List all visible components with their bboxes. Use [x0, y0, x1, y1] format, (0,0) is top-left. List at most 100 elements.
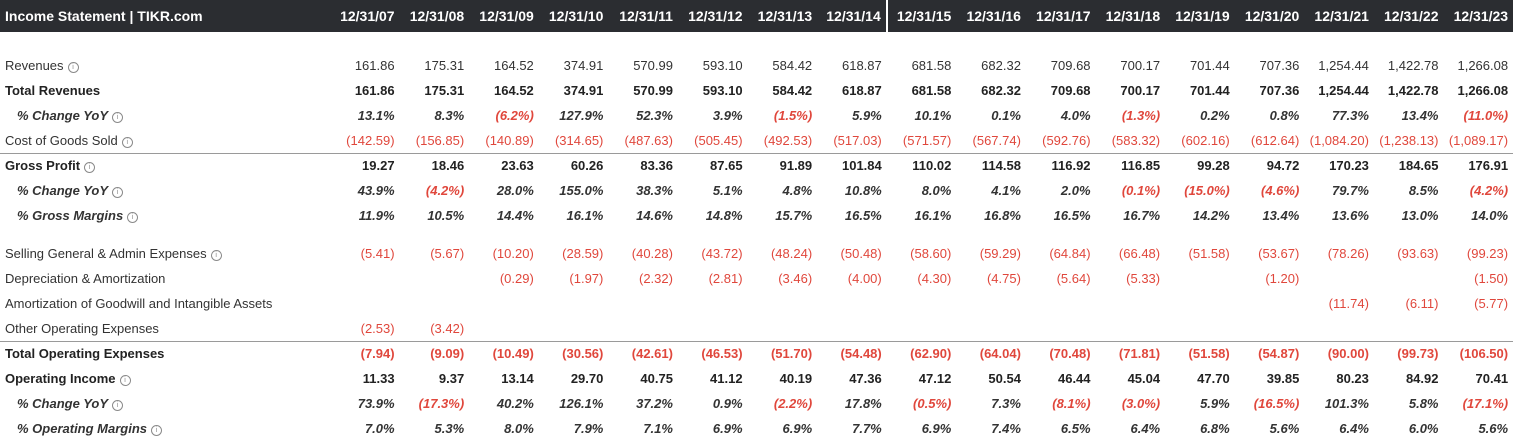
table-cell[interactable]: (602.16) [1181, 132, 1230, 148]
table-cell[interactable]: 6.5% [1060, 421, 1091, 436]
table-cell[interactable]: 41.12 [710, 371, 743, 386]
table-cell[interactable] [887, 316, 957, 341]
table-cell[interactable]: (40.28) [631, 246, 673, 261]
table-cell[interactable]: 0.2% [1200, 108, 1230, 123]
table-cell[interactable]: 155.0% [559, 183, 604, 198]
table-cell[interactable]: (487.63) [624, 132, 673, 148]
table-cell[interactable]: 13.14 [501, 371, 534, 386]
table-cell[interactable]: 175.31 [424, 83, 465, 98]
table-cell[interactable]: 45.04 [1127, 371, 1161, 386]
year-header[interactable]: 12/31/19 [1175, 8, 1230, 24]
table-cell[interactable] [1026, 316, 1096, 341]
table-cell[interactable]: 5.9% [1200, 396, 1230, 411]
table-cell[interactable]: 83.36 [608, 152, 678, 178]
table-cell[interactable]: (51.70) [747, 340, 818, 366]
table-cell[interactable]: 47.36 [849, 371, 882, 386]
row-label[interactable]: Total Revenues [0, 78, 330, 103]
table-cell[interactable]: (0.5%) [913, 396, 952, 411]
table-cell[interactable]: 570.99 [633, 83, 673, 98]
table-cell[interactable]: 6.9% [921, 421, 952, 436]
year-header[interactable]: 12/31/18 [1105, 8, 1161, 24]
table-cell[interactable]: 52.3% [636, 108, 673, 123]
table-cell[interactable]: 110.02 [886, 152, 957, 178]
table-cell[interactable]: (70.48) [1025, 340, 1096, 366]
info-circle-icon[interactable]: i [119, 375, 131, 386]
table-cell[interactable]: 14.2% [1192, 208, 1230, 223]
table-cell[interactable]: 40.2% [496, 396, 534, 411]
table-cell[interactable] [1304, 266, 1374, 291]
table-cell[interactable] [400, 266, 470, 291]
table-cell[interactable]: 7.9% [573, 421, 604, 436]
table-cell[interactable]: 14.4% [496, 208, 534, 223]
table-cell[interactable]: 43.9% [357, 183, 395, 198]
table-cell[interactable]: 16.7% [1123, 208, 1161, 223]
table-cell[interactable]: 570.99 [633, 58, 673, 73]
table-cell[interactable]: (1.3%) [1121, 108, 1161, 123]
table-cell[interactable]: 700.17 [1120, 58, 1161, 73]
table-cell[interactable]: (11.0%) [1463, 108, 1509, 123]
table-cell[interactable]: (30.56) [538, 340, 609, 366]
table-cell[interactable] [1096, 316, 1166, 341]
table-cell[interactable]: (142.59) [346, 132, 395, 148]
table-cell[interactable] [469, 291, 539, 316]
table-cell[interactable]: 77.3% [1332, 108, 1369, 123]
table-cell[interactable]: 682.32 [981, 58, 1021, 73]
year-header[interactable]: 12/31/11 [619, 8, 673, 24]
year-header[interactable]: 12/31/09 [479, 8, 534, 24]
table-cell[interactable] [1235, 291, 1305, 316]
table-cell[interactable]: 709.68 [1050, 83, 1091, 98]
table-cell[interactable]: (612.64) [1250, 132, 1300, 148]
table-cell[interactable]: 7.7% [852, 421, 882, 436]
table-cell[interactable]: (64.84) [1049, 246, 1091, 261]
table-cell[interactable]: (66.48) [1118, 246, 1161, 261]
table-cell[interactable]: (156.85) [415, 132, 465, 148]
table-cell[interactable]: 707.36 [1259, 58, 1300, 73]
table-cell[interactable]: 10.1% [914, 108, 952, 123]
table-cell[interactable] [1165, 291, 1235, 316]
table-cell[interactable] [608, 291, 678, 316]
table-cell[interactable]: 94.72 [1234, 152, 1305, 178]
table-cell[interactable]: 593.10 [702, 58, 743, 73]
table-cell[interactable]: 7.4% [991, 421, 1021, 436]
table-cell[interactable]: (5.64) [1056, 271, 1091, 286]
table-cell[interactable]: (2.53) [360, 320, 395, 336]
table-cell[interactable]: 5.6% [1478, 421, 1509, 436]
table-cell[interactable]: 9.37 [438, 371, 465, 386]
year-header[interactable]: 12/31/14 [826, 8, 881, 24]
table-cell[interactable]: 50.54 [988, 371, 1021, 386]
table-cell[interactable]: 28.0% [496, 183, 534, 198]
table-cell[interactable]: (8.1%) [1052, 396, 1091, 411]
table-cell[interactable] [748, 316, 818, 341]
table-cell[interactable]: 1,422.78 [1387, 58, 1439, 73]
table-cell[interactable]: (11.74) [1328, 296, 1369, 311]
table-cell[interactable]: (28.59) [562, 246, 604, 261]
table-cell[interactable]: 11.33 [362, 371, 395, 386]
table-cell[interactable]: 84.92 [1405, 371, 1439, 386]
table-cell[interactable]: 618.87 [841, 58, 882, 73]
table-cell[interactable]: 13.0% [1401, 208, 1439, 223]
table-cell[interactable]: (314.65) [554, 132, 604, 148]
table-cell[interactable]: 7.0% [364, 421, 395, 436]
table-cell[interactable]: (5.77) [1474, 296, 1509, 311]
table-cell[interactable]: 47.70 [1197, 371, 1230, 386]
table-cell[interactable]: 16.1% [566, 208, 604, 223]
table-cell[interactable]: 8.0% [921, 183, 952, 198]
table-cell[interactable]: 40.19 [779, 371, 813, 386]
table-cell[interactable]: (78.26) [1327, 246, 1369, 261]
year-header[interactable]: 12/31/13 [757, 8, 813, 24]
table-cell[interactable]: 13.6% [1332, 208, 1369, 223]
table-cell[interactable]: (16.5%) [1253, 396, 1300, 411]
table-cell[interactable]: 40.75 [640, 371, 673, 386]
table-cell[interactable]: (1.5%) [773, 108, 813, 123]
info-circle-icon[interactable]: i [67, 62, 79, 73]
table-cell[interactable]: (5.33) [1126, 271, 1161, 286]
table-cell[interactable]: 19.27 [330, 152, 400, 178]
table-cell[interactable]: (9.09) [399, 340, 470, 366]
table-cell[interactable]: (50.48) [840, 246, 882, 261]
row-label[interactable]: Revenues i [0, 53, 330, 78]
table-cell[interactable]: 4.8% [782, 183, 813, 198]
row-label[interactable]: Operating Income i [0, 366, 330, 391]
table-cell[interactable]: 47.12 [918, 371, 952, 386]
table-cell[interactable]: 593.10 [702, 83, 743, 98]
info-circle-icon[interactable]: i [121, 136, 133, 148]
